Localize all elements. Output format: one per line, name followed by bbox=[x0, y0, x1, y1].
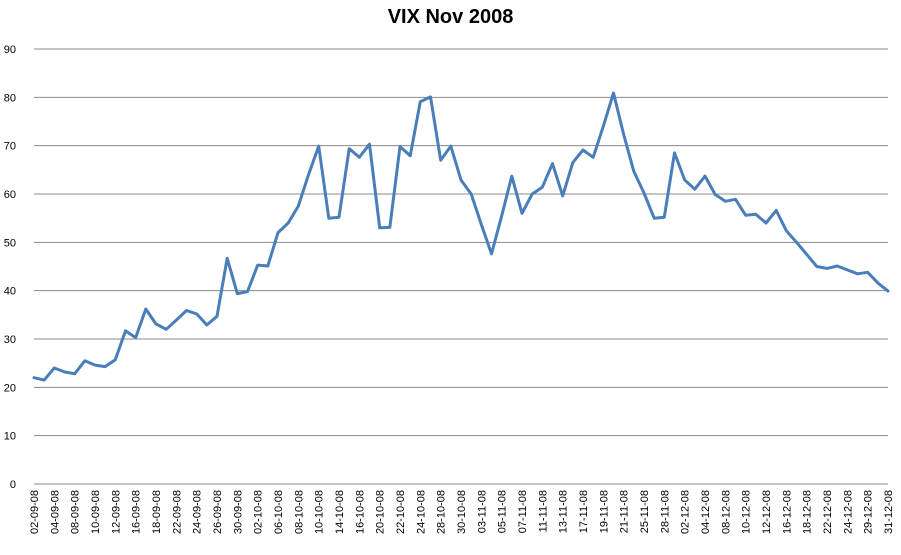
x-tick-label: 21-11-08 bbox=[619, 490, 631, 533]
y-tick-label: 60 bbox=[4, 189, 16, 201]
x-tick-label: 08-12-08 bbox=[720, 490, 732, 534]
x-tick-label: 25-11-08 bbox=[639, 490, 651, 533]
x-tick-label: 13-11-08 bbox=[558, 490, 570, 533]
x-tick-label: 18-12-08 bbox=[802, 490, 814, 534]
x-tick-label: 02-10-08 bbox=[253, 490, 265, 534]
series-line-vix bbox=[32, 91, 890, 382]
x-tick-label: 12-12-08 bbox=[761, 490, 773, 534]
x-tick-label: 30-10-08 bbox=[456, 490, 468, 534]
y-tick-label: 30 bbox=[4, 334, 16, 346]
x-tick-label: 10-10-08 bbox=[314, 490, 326, 534]
x-tick-label: 14-10-08 bbox=[334, 490, 346, 534]
x-tick-label: 10-09-08 bbox=[90, 490, 102, 534]
x-tick-label: 28-11-08 bbox=[659, 490, 671, 533]
x-tick-label: 16-12-08 bbox=[781, 490, 793, 534]
x-tick-label: 11-11-08 bbox=[537, 490, 549, 532]
x-tick-label: 03-11-08 bbox=[476, 490, 488, 533]
x-tick-label: 02-09-08 bbox=[29, 490, 41, 534]
y-tick-label: 50 bbox=[4, 237, 16, 249]
y-tick-label: 70 bbox=[4, 141, 16, 153]
x-tick-label: 12-09-08 bbox=[110, 490, 122, 534]
x-tick-label: 05-11-08 bbox=[497, 490, 509, 533]
x-tick-label: 19-11-08 bbox=[598, 490, 610, 533]
x-tick-label: 16-09-08 bbox=[131, 490, 143, 534]
x-tick-label: 24-09-08 bbox=[192, 490, 204, 534]
x-tick-label: 26-09-08 bbox=[212, 490, 224, 534]
x-tick-label: 24-12-08 bbox=[842, 490, 854, 534]
y-tick-label: 20 bbox=[4, 382, 16, 394]
x-tick-label: 28-10-08 bbox=[436, 490, 448, 534]
x-tick-label: 18-09-08 bbox=[151, 490, 163, 534]
y-tick-label: 90 bbox=[4, 44, 16, 56]
x-tick-label: 10-12-08 bbox=[741, 490, 753, 534]
y-tick-label: 80 bbox=[4, 92, 16, 104]
x-tick-label: 29-12-08 bbox=[863, 490, 875, 534]
x-tick-label: 20-10-08 bbox=[375, 490, 387, 534]
x-tick-label: 17-11-08 bbox=[578, 490, 590, 533]
y-tick-label: 10 bbox=[4, 431, 16, 443]
x-tick-label: 24-10-08 bbox=[415, 490, 427, 534]
x-tick-label: 31-12-08 bbox=[883, 490, 895, 534]
x-tick-label: 08-09-08 bbox=[70, 490, 82, 534]
x-tick-label: 07-11-08 bbox=[517, 490, 529, 533]
x-tick-label: 04-09-08 bbox=[49, 490, 61, 534]
x-tick-label: 08-10-08 bbox=[293, 490, 305, 534]
chart-title: VIX Nov 2008 bbox=[387, 6, 514, 28]
x-tick-label: 22-09-08 bbox=[171, 490, 183, 534]
x-tick-label: 02-12-08 bbox=[680, 490, 692, 534]
x-tick-label: 22-12-08 bbox=[822, 490, 834, 534]
y-tick-label: 40 bbox=[4, 286, 16, 298]
x-tick-label: 04-12-08 bbox=[700, 490, 712, 534]
x-tick-label: 06-10-08 bbox=[273, 490, 285, 534]
y-tick-label: 0 bbox=[10, 479, 16, 491]
x-tick-label: 30-09-08 bbox=[232, 490, 244, 534]
x-tick-label: 16-10-08 bbox=[354, 490, 366, 534]
x-tick-label: 22-10-08 bbox=[395, 490, 407, 534]
